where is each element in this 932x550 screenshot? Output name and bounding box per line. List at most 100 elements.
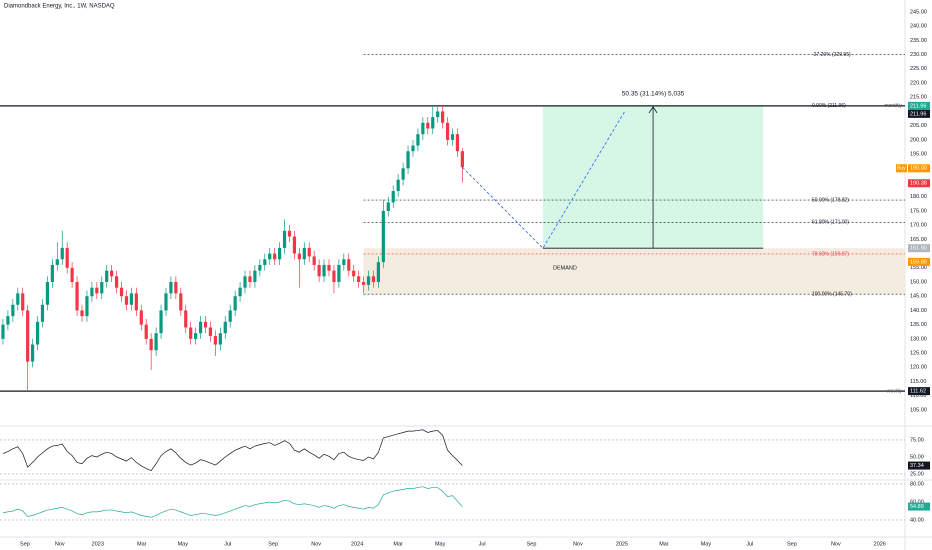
candle-body [228,310,232,322]
y-tick-label: 130.00 [910,336,927,342]
y-tick-label: 155.00 [910,265,927,271]
y-tick-label: 170.00 [910,223,927,229]
candle-body [129,293,134,305]
candle-body [406,151,410,169]
candle-body [139,310,143,325]
candle-body [253,270,257,283]
candle-body [218,333,222,345]
chart-title: Diamondback Energy, Inc., 1W, NASDAQ [4,4,115,10]
x-tick-label: Sep [268,541,278,547]
price-tag-label: 211.96 [910,111,926,117]
x-tick-label: Jul [746,541,753,547]
tag-side-label: Buy [897,166,906,172]
candle-body [144,324,148,339]
x-tick-label: Sep [787,541,797,547]
y-tick-label: 205.00 [910,123,927,129]
candle-body [26,310,30,362]
y-tick-label: 165.00 [910,237,927,243]
candle-body [169,282,173,294]
x-tick-label: May [435,541,446,547]
indicator-line [2,429,463,471]
candle-body [352,270,356,277]
price-tag-label: 159.89 [910,259,927,265]
price-tag [908,109,930,118]
y-tick-label: 220.00 [910,80,927,86]
x-tick-label: Mar [137,541,147,547]
demand-zone [363,248,905,295]
candle-body [223,321,227,334]
price-tag [908,244,930,253]
price-tag-label: 111.62 [910,389,926,395]
price-tag [908,387,930,396]
y-tick-label: 75.00 [910,437,924,443]
candle-body [445,122,450,140]
y-tick-label: 235.00 [910,38,927,44]
candle-body [16,293,20,305]
y-tick-label: 105.00 [910,407,927,413]
candle-body [322,264,326,277]
candle-body [366,276,371,285]
price-tag [908,461,930,470]
candle-body [238,287,242,297]
candle-body [337,264,341,283]
candle-body [11,304,15,317]
y-tick-label: 110.00 [910,393,926,399]
candle-body [159,310,163,334]
candle-body [411,145,415,152]
candle-body [134,293,138,311]
fib-label: 100.00% (145.70) [812,292,852,298]
x-tick-label: Sep [527,541,537,547]
candle-body [80,310,84,317]
price-tag [908,164,930,173]
price-tag [908,257,930,266]
candle-body [233,296,237,311]
y-tick-label: 225.00 [910,66,927,72]
candle-body [371,276,376,283]
x-tick-label: Jul [479,541,486,547]
candle-body [376,262,381,283]
candle-body [31,344,35,362]
x-tick-label: May [178,541,189,547]
x-tick-label: 2024 [351,541,363,547]
x-tick-label: Mar [393,541,403,547]
y-tick-label: 245.00 [910,9,927,15]
price-tag [908,502,930,511]
candle-body [426,122,430,129]
candle-body [100,282,104,294]
candle-body [268,253,272,260]
projection [462,111,625,249]
x-tick-label: Mar [659,541,669,547]
candle-body [431,117,435,129]
y-tick-label: 200.00 [910,137,927,143]
candle-body [50,264,54,283]
y-tick-label: 25.00 [910,471,924,477]
position-label: 50.35 (31.14%) 5,035 [622,91,685,98]
x-tick-label: 2026 [874,541,886,547]
candle-body [55,259,59,265]
candle-body [307,247,311,257]
candle-body [124,296,129,305]
price-tag-label: 37.34 [910,463,924,469]
price-tag-label: 190.38 [910,181,927,187]
price-tag-label: 54.89 [910,504,924,510]
y-tick-label: 120.00 [910,365,927,371]
x-tick-label: Sep [20,541,30,547]
candle-body [174,282,178,294]
candle-body [189,327,193,339]
x-tick-label: Nov [573,541,583,547]
candle-body [258,264,262,271]
candle-body [184,310,188,328]
y-tick-label: 140.00 [910,308,927,314]
candle-body [278,247,282,260]
y-tick-label: 240.00 [910,24,927,30]
candle-body [357,276,361,283]
candle-body [198,321,203,334]
candle-body [332,270,336,283]
candle-body [455,134,460,152]
candle-body [282,230,287,248]
candle-body [21,293,25,311]
level-label: weekly [887,388,903,394]
candle-body [391,191,395,203]
candle-body [1,324,5,339]
y-tick-label: 195.00 [910,152,927,158]
